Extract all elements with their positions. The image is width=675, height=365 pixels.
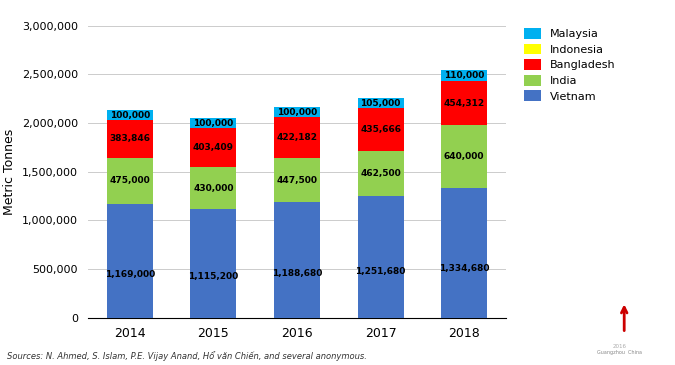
Text: 403,409: 403,409	[193, 143, 234, 152]
Bar	[358, 151, 404, 196]
Text: L: L	[631, 313, 641, 328]
Bar	[441, 188, 487, 318]
Bar	[107, 120, 153, 158]
Text: Guangzhou  China: Guangzhou China	[597, 350, 642, 355]
Bar	[274, 158, 320, 202]
Text: 640,000: 640,000	[444, 152, 485, 161]
Bar	[107, 158, 153, 204]
Y-axis label: Metric Tonnes: Metric Tonnes	[3, 128, 16, 215]
Text: 1,115,200: 1,115,200	[188, 272, 238, 281]
Text: 1,188,680: 1,188,680	[272, 269, 322, 278]
Bar	[190, 167, 236, 209]
Bar	[441, 125, 487, 188]
Bar	[190, 209, 236, 318]
Text: 435,666: 435,666	[360, 125, 401, 134]
Bar	[358, 196, 404, 318]
Text: 100,000: 100,000	[277, 108, 317, 117]
Text: 1,334,680: 1,334,680	[439, 264, 489, 273]
Text: 454,312: 454,312	[443, 99, 485, 108]
Text: 422,182: 422,182	[277, 133, 317, 142]
Text: 1,251,680: 1,251,680	[356, 267, 406, 276]
Bar	[274, 107, 320, 117]
Text: 383,846: 383,846	[109, 134, 151, 143]
Bar	[358, 98, 404, 108]
Bar	[107, 204, 153, 318]
Text: GO: GO	[585, 313, 611, 328]
Text: 2016: 2016	[612, 344, 626, 349]
Bar	[358, 108, 404, 151]
Bar	[107, 111, 153, 120]
Text: 105,000: 105,000	[360, 99, 401, 108]
Bar	[441, 81, 487, 125]
Text: 462,500: 462,500	[360, 169, 401, 178]
Text: 475,000: 475,000	[109, 176, 150, 185]
Bar	[190, 118, 236, 128]
Legend: Malaysia, Indonesia, Bangladesh, India, Vietnam: Malaysia, Indonesia, Bangladesh, India, …	[524, 28, 616, 101]
Bar	[274, 117, 320, 158]
Text: 430,000: 430,000	[193, 184, 234, 193]
Text: 1,169,000: 1,169,000	[105, 270, 155, 279]
Text: 110,000: 110,000	[444, 71, 485, 80]
Bar	[190, 128, 236, 167]
Bar	[441, 70, 487, 81]
Text: 100,000: 100,000	[193, 119, 234, 127]
Text: 447,500: 447,500	[277, 176, 317, 185]
Bar	[274, 202, 320, 318]
Text: 100,000: 100,000	[109, 111, 150, 120]
Text: Sources: N. Ahmed, S. Islam, P.E. Vijay Anand, Hổ văn Chiến, and several anonymo: Sources: N. Ahmed, S. Islam, P.E. Vijay …	[7, 351, 367, 361]
